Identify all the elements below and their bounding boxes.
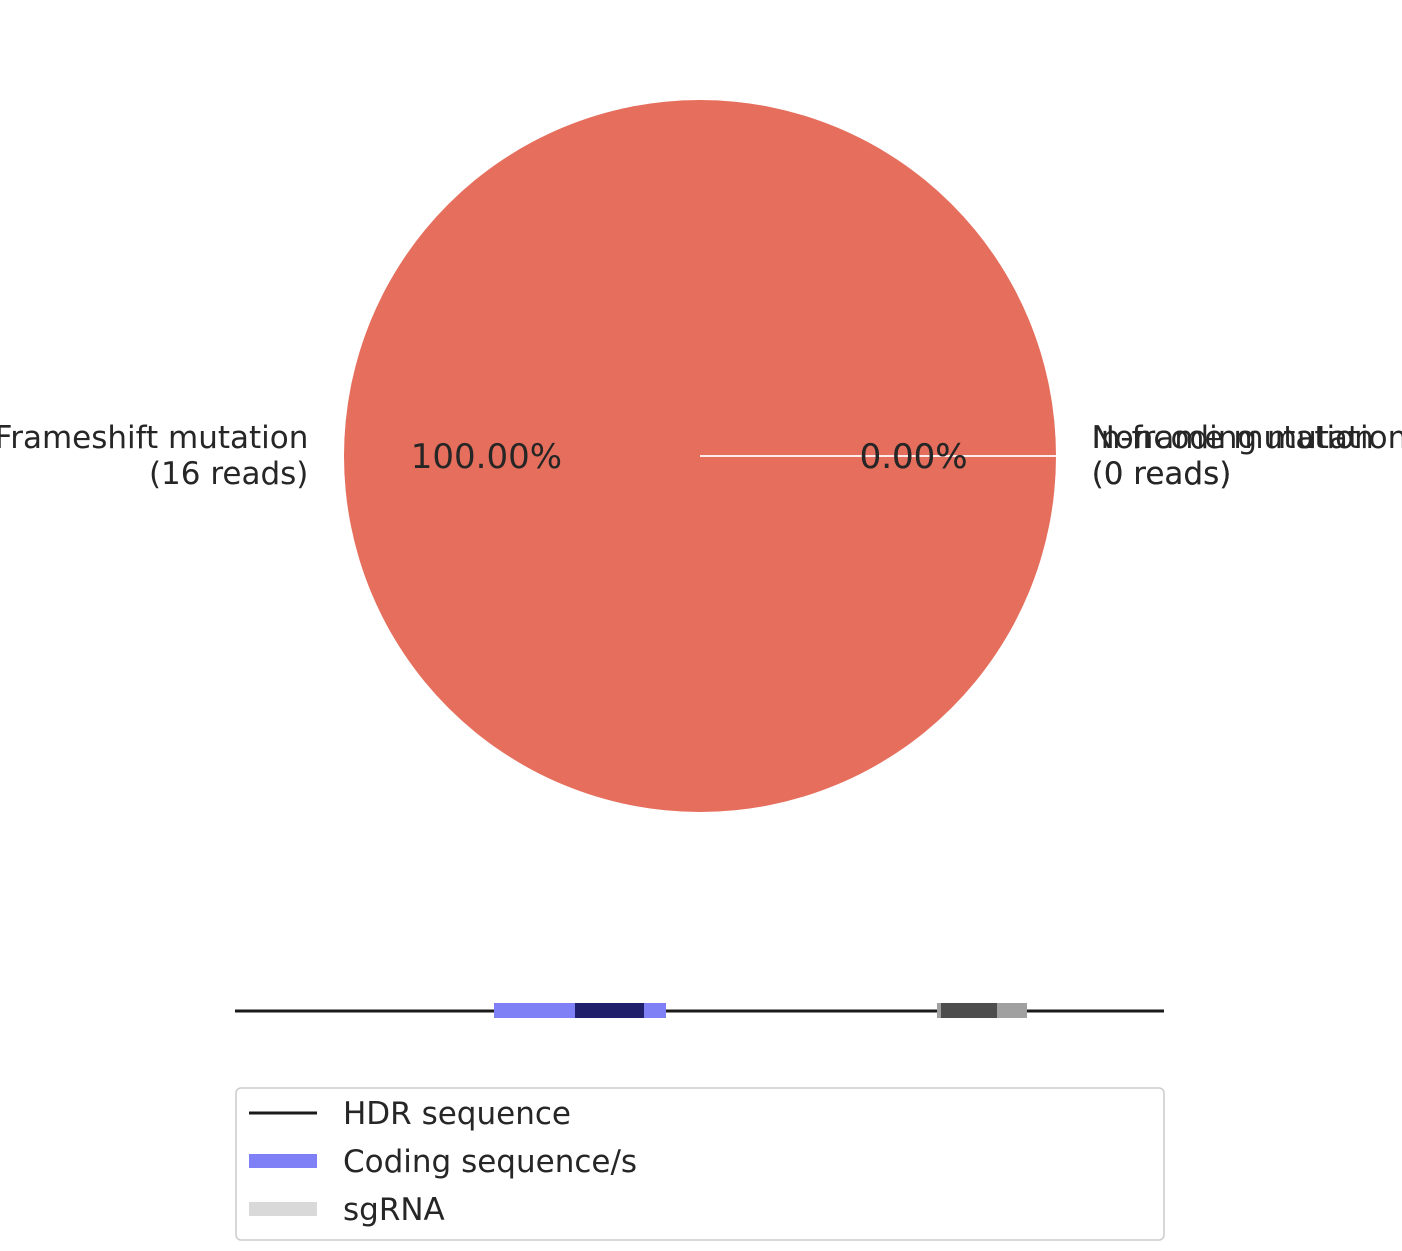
legend-sgrna-label: sgRNA — [343, 1192, 445, 1228]
pie-slice-reads-label: (0 reads) — [1092, 456, 1232, 492]
pie-slice-label: Noncoding mutation — [1092, 420, 1402, 456]
pie-slice-reads-label: (16 reads) — [149, 456, 308, 492]
pie-percent-label: 0.00% — [860, 437, 968, 477]
coding-sequence-overlap — [575, 1003, 644, 1018]
pie-slice-label: Frameshift mutation — [0, 420, 308, 456]
pie-chart — [344, 100, 1056, 812]
legend-box — [235, 1087, 1165, 1241]
pie-percent-label: 0.00% — [860, 437, 968, 477]
legend: HDR sequence Coding sequence/s sgRNA — [235, 1087, 1165, 1241]
legend-hdr-label: HDR sequence — [343, 1096, 571, 1132]
pie-slice-reads-label: (0 reads) — [1092, 456, 1232, 492]
legend-coding-swatch — [249, 1154, 317, 1168]
pie-percent-label: 100.00% — [411, 437, 562, 477]
sgrna-overlap — [941, 1003, 997, 1018]
legend-sgrna-swatch — [249, 1202, 317, 1216]
pie-slice-label: In-frame mutation — [1092, 420, 1374, 456]
pie-labels: 100.00% Frameshift mutation(16 reads) 0.00… — [0, 420, 1402, 492]
hdr-sequence-track — [235, 1003, 1164, 1018]
legend-coding-label: Coding sequence/s — [343, 1144, 637, 1180]
